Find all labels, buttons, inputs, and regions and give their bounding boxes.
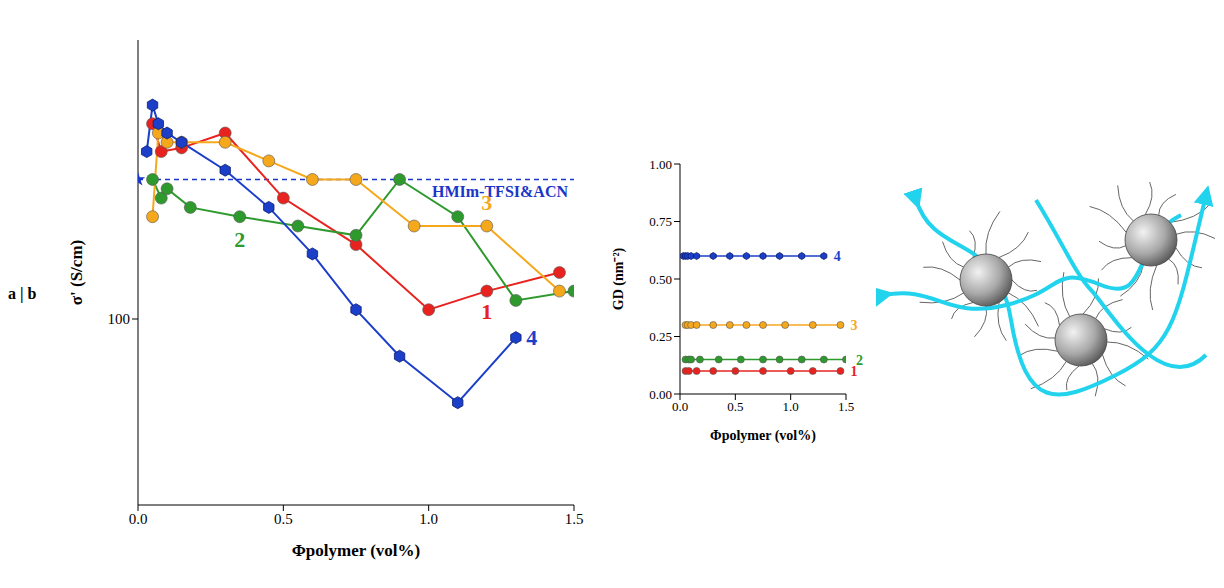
svg-text:2: 2 (856, 353, 863, 368)
svg-text:σ' (S/cm): σ' (S/cm) (67, 240, 86, 305)
svg-text:100: 100 (108, 311, 131, 327)
svg-text:2: 2 (234, 227, 245, 252)
svg-text:3: 3 (850, 318, 857, 333)
svg-text:0.75: 0.75 (649, 214, 672, 229)
svg-text:0.5: 0.5 (727, 399, 743, 414)
svg-text:1.5: 1.5 (565, 511, 584, 527)
svg-text:0.00: 0.00 (649, 387, 672, 402)
svg-text:0.50: 0.50 (649, 272, 672, 287)
svg-text:1.00: 1.00 (649, 157, 672, 172)
svg-text:1: 1 (481, 299, 492, 324)
svg-text:Φpolymer (vol%): Φpolymer (vol%) (710, 428, 816, 444)
svg-text:0.5: 0.5 (274, 511, 293, 527)
svg-text:1.0: 1.0 (783, 399, 799, 414)
svg-text:0.25: 0.25 (649, 329, 672, 344)
svg-text:3: 3 (481, 190, 492, 215)
svg-text:0.0: 0.0 (129, 511, 148, 527)
svg-text:GD (nm⁻²): GD (nm⁻²) (611, 247, 627, 310)
svg-text:4: 4 (834, 249, 841, 264)
svg-text:1: 1 (850, 364, 858, 379)
svg-text:0.0: 0.0 (672, 399, 688, 414)
html-text:a | b: a | b (8, 285, 37, 302)
svg-text:1.5: 1.5 (838, 399, 854, 414)
svg-text:Φpolymer (vol%): Φpolymer (vol%) (292, 541, 421, 560)
svg-text:1.0: 1.0 (419, 511, 438, 527)
svg-text:4: 4 (526, 325, 537, 350)
svg-text:HMIm-TFSI&ACN: HMIm-TFSI&ACN (432, 183, 568, 200)
